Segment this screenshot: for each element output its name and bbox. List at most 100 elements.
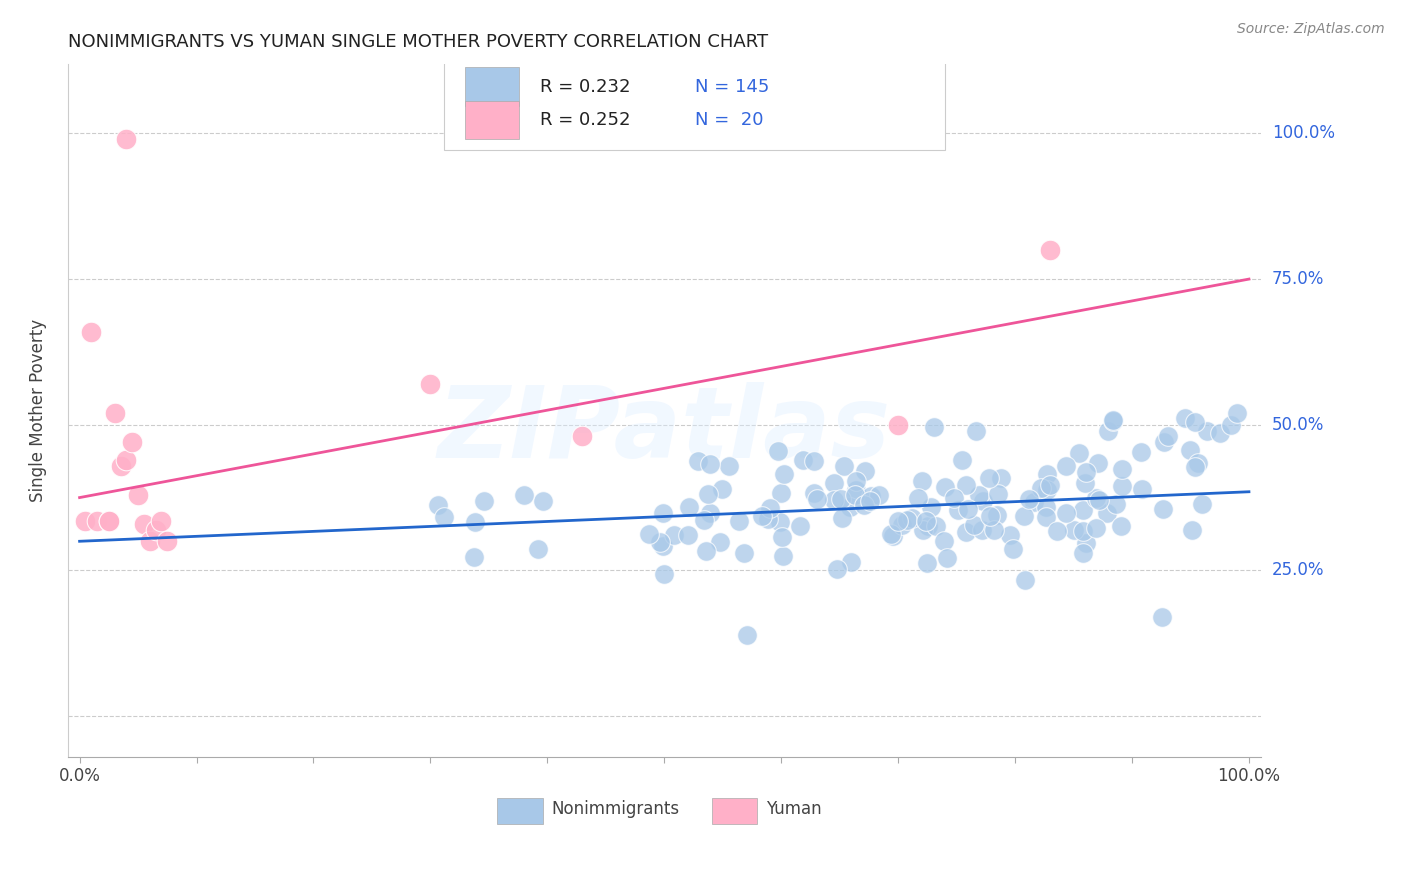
Point <box>513 487 536 501</box>
Point <box>97 514 120 528</box>
Point <box>145 523 167 537</box>
Y-axis label: Single Mother Poverty: Single Mother Poverty <box>30 318 46 501</box>
Point <box>932 533 955 548</box>
Point <box>772 549 794 563</box>
Point <box>97 514 120 528</box>
Point <box>845 483 868 498</box>
Point <box>1022 495 1045 509</box>
Point <box>419 376 441 391</box>
Point <box>1102 414 1125 428</box>
Point <box>1029 482 1052 496</box>
Point <box>1109 519 1132 533</box>
Point <box>652 566 675 581</box>
Point <box>970 523 993 537</box>
Point <box>1035 500 1057 514</box>
Point <box>967 488 990 502</box>
Point <box>957 501 980 516</box>
Point <box>728 514 751 528</box>
Point <box>922 419 945 434</box>
Point <box>917 519 939 533</box>
Point <box>1084 491 1107 505</box>
Point <box>986 508 1008 523</box>
Point <box>651 507 673 521</box>
Point <box>963 517 986 532</box>
Point <box>1035 467 1057 481</box>
Point <box>139 534 162 549</box>
Text: 25.0%: 25.0% <box>1272 561 1324 580</box>
Point <box>955 524 977 539</box>
FancyBboxPatch shape <box>444 56 945 150</box>
Point <box>1088 492 1111 507</box>
Point <box>115 452 138 467</box>
Text: 75.0%: 75.0% <box>1272 270 1324 288</box>
Point <box>955 478 977 492</box>
Point <box>823 493 845 508</box>
Point <box>463 549 485 564</box>
Point <box>678 500 700 514</box>
Point <box>934 480 956 494</box>
Text: Source: ZipAtlas.com: Source: ZipAtlas.com <box>1237 22 1385 37</box>
Point <box>770 530 793 544</box>
Point <box>433 509 456 524</box>
Point <box>943 491 966 506</box>
Text: 50.0%: 50.0% <box>1272 416 1324 434</box>
Point <box>699 457 721 471</box>
Point <box>1197 424 1219 438</box>
FancyBboxPatch shape <box>711 797 758 824</box>
Point <box>792 452 814 467</box>
Point <box>1069 446 1091 460</box>
Point <box>1095 507 1118 521</box>
Text: NONIMMIGRANTS VS YUMAN SINGLE MOTHER POVERTY CORRELATION CHART: NONIMMIGRANTS VS YUMAN SINGLE MOTHER POV… <box>67 33 768 51</box>
Point <box>533 494 555 508</box>
Text: R = 0.232: R = 0.232 <box>540 78 631 95</box>
Point <box>711 483 734 497</box>
FancyBboxPatch shape <box>465 68 519 105</box>
Point <box>1152 502 1174 516</box>
Point <box>676 528 699 542</box>
Point <box>1074 536 1097 550</box>
Point <box>789 519 811 533</box>
Point <box>987 487 1010 501</box>
Point <box>803 454 825 468</box>
Point <box>104 406 127 420</box>
Point <box>972 494 994 508</box>
Point <box>769 486 792 500</box>
Point <box>696 487 718 501</box>
Point <box>838 500 860 515</box>
Point <box>464 515 486 529</box>
Point <box>825 562 848 576</box>
Point <box>845 474 868 488</box>
Point <box>990 471 1012 485</box>
Point <box>925 519 948 533</box>
Point <box>1152 610 1174 624</box>
Point <box>887 514 910 528</box>
Point <box>1071 524 1094 538</box>
Point <box>911 523 934 537</box>
Point <box>150 514 173 528</box>
Point <box>1085 521 1108 535</box>
Text: Nonimmigrants: Nonimmigrants <box>551 800 679 818</box>
Point <box>1191 497 1213 511</box>
FancyBboxPatch shape <box>465 101 519 139</box>
Point <box>1018 492 1040 507</box>
Point <box>759 500 782 515</box>
Point <box>896 513 918 527</box>
Point <box>1105 497 1128 511</box>
Point <box>839 555 862 569</box>
Point <box>652 539 675 553</box>
Point <box>1184 416 1206 430</box>
Point <box>709 534 731 549</box>
Point <box>427 498 450 512</box>
Point <box>831 510 853 524</box>
Text: N = 145: N = 145 <box>696 78 769 95</box>
Point <box>1181 523 1204 537</box>
Point <box>911 475 934 489</box>
Point <box>830 491 852 506</box>
Point <box>1209 426 1232 441</box>
Point <box>1046 524 1069 539</box>
Point <box>1087 456 1109 470</box>
Point <box>965 424 987 438</box>
Text: Yuman: Yuman <box>766 800 821 818</box>
Point <box>1130 445 1153 459</box>
Point <box>1035 509 1057 524</box>
